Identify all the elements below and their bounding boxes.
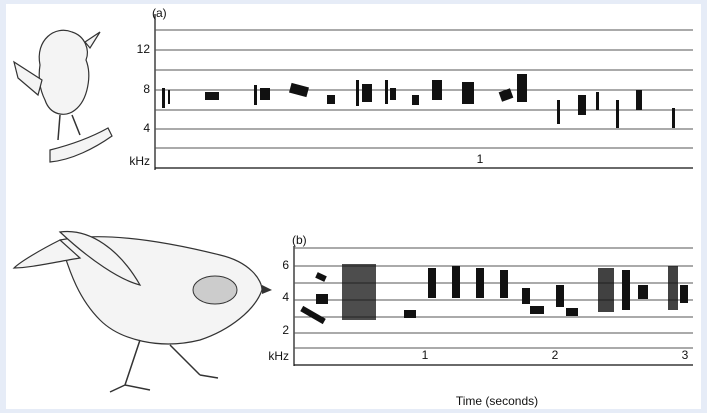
x-axis-title: Time (seconds) (456, 394, 538, 408)
y-tick-label: 2 (282, 323, 289, 337)
spectrogram-b: (b) 6 4 2 kHz 1 2 3 (268, 233, 693, 366)
y-unit: kHz (268, 349, 289, 363)
syllables (162, 74, 675, 128)
y-tick-label: 4 (282, 290, 289, 304)
bird-illustration-a (13, 29, 113, 163)
panel-label: (b) (292, 233, 307, 247)
x-tick-label: 2 (552, 348, 559, 362)
grid-lines (155, 29, 693, 169)
spectrogram-a: (a) 12 8 4 kHz 1 (129, 6, 693, 170)
y-tick-label: 8 (143, 82, 150, 96)
syllables (300, 264, 688, 325)
y-tick-label: 12 (137, 42, 151, 56)
y-tick-label: 6 (282, 258, 289, 272)
y-tick-label: 4 (143, 121, 150, 135)
panel-label: (a) (152, 6, 167, 20)
y-unit: kHz (129, 154, 150, 168)
x-tick-label: 3 (682, 348, 689, 362)
x-tick-label: 1 (477, 152, 484, 166)
bird-illustration-b (12, 230, 272, 393)
x-tick-label: 1 (422, 348, 429, 362)
figure-background (6, 4, 701, 409)
